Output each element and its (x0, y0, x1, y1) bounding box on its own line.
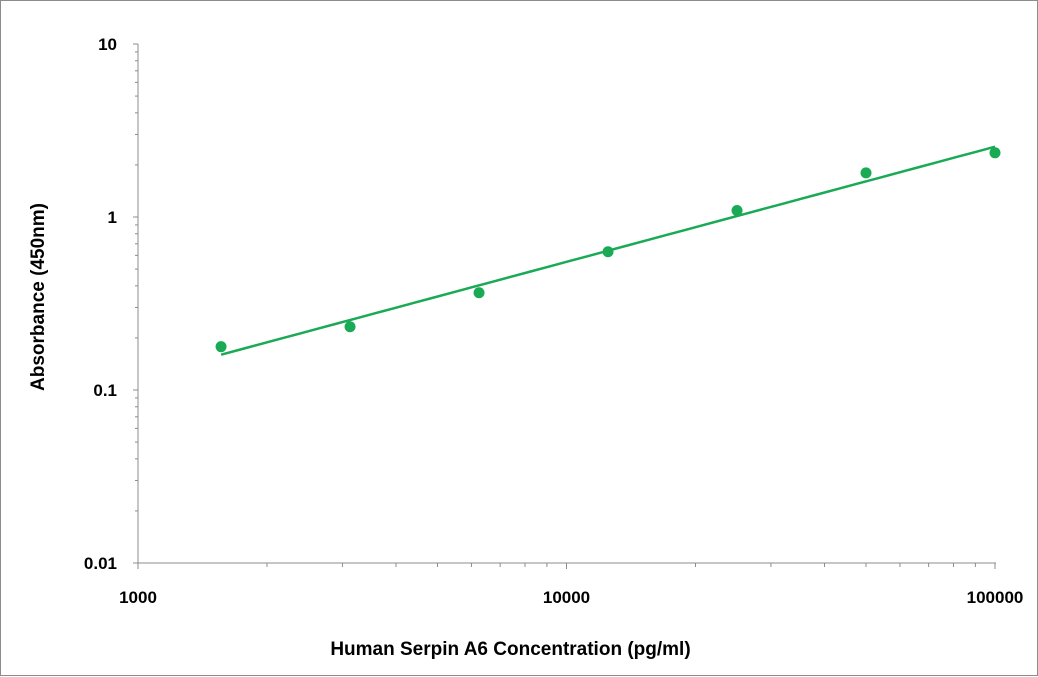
y-tick-label: 0.1 (93, 381, 117, 400)
x-tick-label: 100000 (967, 588, 1024, 607)
data-point (860, 167, 872, 179)
data-point (215, 341, 227, 353)
x-tick-label: 1000 (119, 588, 157, 607)
data-point (602, 246, 614, 258)
data-point (473, 287, 485, 299)
y-tick-label: 10 (98, 35, 117, 54)
axis-tick-labels: 0.01 0.1 1 10 1000 10000 100000 (84, 35, 1023, 607)
x-axis-title: Human Serpin A6 Concentration (pg/ml) (330, 639, 690, 660)
data-point (731, 205, 743, 217)
data-point (989, 147, 1001, 159)
data-points (215, 147, 1001, 353)
y-tick-label: 0.01 (84, 554, 117, 573)
y-axis-title: Absorbance (450nm) (28, 203, 49, 391)
y-tick-label: 1 (108, 208, 117, 227)
x-tick-label: 10000 (543, 588, 590, 607)
data-point (344, 321, 356, 333)
axis-ticks (133, 43, 996, 569)
